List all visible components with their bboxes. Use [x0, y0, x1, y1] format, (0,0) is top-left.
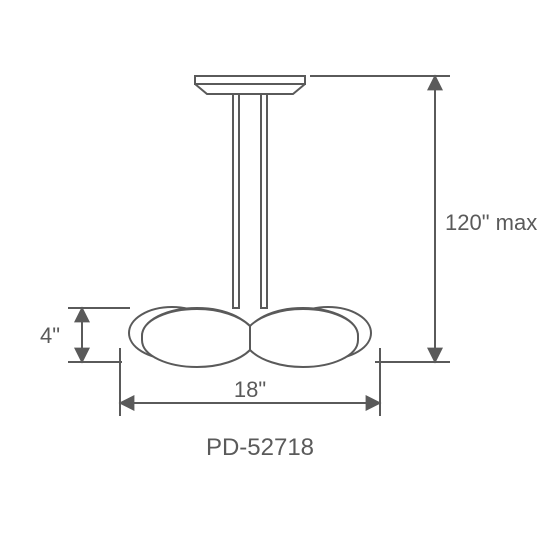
dim-height-max-label: 120" max — [445, 210, 537, 235]
model-number: PD-52718 — [206, 434, 314, 461]
dim-width-label: 18" — [234, 377, 266, 402]
dim-shade-height-label: 4" — [40, 323, 60, 348]
shade — [129, 307, 371, 367]
canopy — [195, 76, 305, 94]
stems — [233, 94, 267, 308]
dimension-drawing: 120" max 4" 18" PD-52718 — [0, 0, 550, 550]
